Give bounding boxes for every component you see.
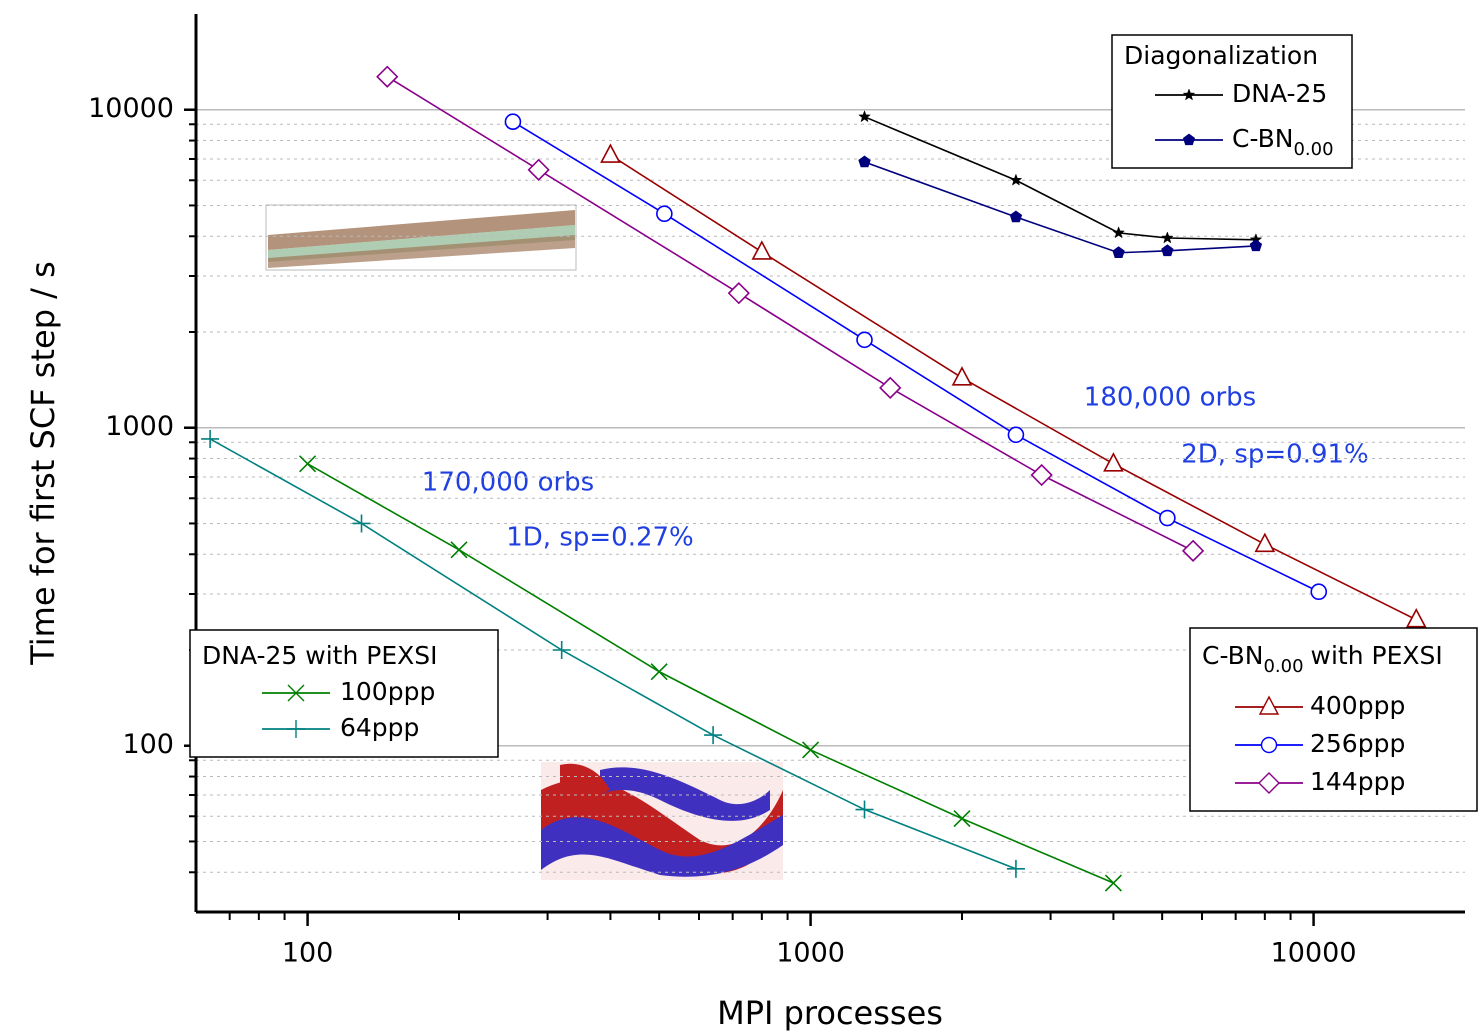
marker	[1254, 532, 1276, 553]
marker	[299, 455, 317, 473]
marker	[201, 429, 220, 448]
marker	[1181, 539, 1205, 562]
legend-label-sub: 0.00	[1293, 139, 1333, 160]
marker	[287, 720, 305, 738]
marker	[552, 640, 571, 659]
legend-label: 100ppp	[340, 677, 435, 706]
legend-label: C-BN0.00	[1232, 124, 1334, 160]
marker	[1405, 608, 1427, 628]
legend-label: 144ppp	[1310, 767, 1405, 796]
marker	[1260, 736, 1278, 754]
series-line	[512, 121, 1320, 593]
annotation: 2D, sp=0.91%	[1181, 440, 1369, 470]
marker	[1104, 874, 1122, 892]
legend-label: 400ppp	[1310, 691, 1405, 720]
marker	[802, 741, 820, 759]
marker	[1249, 239, 1263, 252]
marker	[1182, 88, 1196, 101]
legend-label: 64ppp	[340, 713, 419, 742]
marker	[951, 366, 973, 386]
legend-title-text: C-BN	[1202, 641, 1263, 670]
marker	[1112, 226, 1125, 239]
marker	[704, 726, 723, 745]
legend-label-text: DNA-25	[1232, 79, 1327, 108]
marker	[287, 684, 305, 702]
y-tick-label: 1000	[105, 411, 174, 442]
marker	[856, 331, 873, 349]
marker	[1030, 463, 1053, 487]
legend-label-text: 64ppp	[340, 713, 419, 742]
marker	[858, 110, 871, 123]
legend-label-text: 144ppp	[1310, 767, 1405, 796]
legend-title-text: Diagonalization	[1124, 41, 1318, 70]
legend-title-text: DNA-25 with PEXSI	[202, 641, 438, 670]
x-axis-title: MPI processes	[717, 994, 943, 1032]
y-tick-label: 10000	[88, 93, 174, 124]
marker	[1103, 452, 1124, 472]
legend-box	[189, 629, 499, 758]
marker	[1159, 509, 1176, 527]
legend-label-text: 400ppp	[1310, 691, 1405, 720]
marker	[352, 514, 371, 533]
marker	[1310, 583, 1328, 601]
y-tick-label: 100	[122, 729, 174, 760]
marker	[527, 158, 550, 181]
marker	[879, 376, 902, 399]
y-axis-title: Time for first SCF step / s	[24, 261, 62, 666]
legend-box	[1111, 34, 1353, 169]
series-line	[307, 463, 1114, 884]
legend-label: 256ppp	[1310, 729, 1405, 758]
marker	[1160, 231, 1174, 244]
marker	[751, 240, 773, 260]
marker	[727, 282, 750, 305]
marker	[1007, 426, 1025, 444]
annotation: 180,000 orbs	[1084, 383, 1256, 413]
marker	[376, 65, 399, 88]
x-tick-label: 100	[282, 938, 334, 969]
series-line	[209, 438, 1017, 870]
marker	[656, 205, 673, 223]
annotation: 170,000 orbs	[422, 468, 594, 498]
legend-label-text: 100ppp	[340, 677, 435, 706]
marker	[600, 143, 621, 163]
inset-structure-dna	[541, 762, 783, 880]
x-tick-label: 1000	[776, 938, 845, 969]
marker	[1006, 859, 1025, 878]
marker	[1009, 173, 1023, 186]
legend-label-text: C-BN	[1232, 124, 1293, 153]
x-tick-label: 10000	[1271, 938, 1357, 969]
marker	[650, 663, 668, 681]
marker	[504, 113, 522, 130]
marker	[1161, 244, 1174, 257]
legend-title-after: with PEXSI	[1311, 641, 1443, 670]
marker	[953, 810, 971, 828]
annotation: 1D, sp=0.27%	[506, 523, 694, 553]
marker	[1258, 772, 1280, 794]
legend-label-text: 256ppp	[1310, 729, 1405, 758]
marker	[450, 541, 468, 559]
legend-title: Diagonalization	[1124, 41, 1318, 70]
marker	[858, 155, 871, 168]
marker	[1258, 695, 1280, 715]
legend-title: C-BN0.00 with PEXSI	[1202, 641, 1443, 677]
marker	[1182, 133, 1196, 146]
legend-box	[1189, 627, 1478, 812]
legend-title: DNA-25 with PEXSI	[202, 641, 438, 670]
legend-label: DNA-25	[1232, 79, 1327, 108]
legend-title-sub: 0.00	[1263, 656, 1303, 677]
marker	[1112, 246, 1125, 259]
marker	[855, 800, 874, 819]
marker	[1009, 210, 1023, 223]
series-line	[386, 76, 1194, 552]
series-line	[609, 154, 1417, 621]
inset-structure-2d	[265, 204, 577, 271]
